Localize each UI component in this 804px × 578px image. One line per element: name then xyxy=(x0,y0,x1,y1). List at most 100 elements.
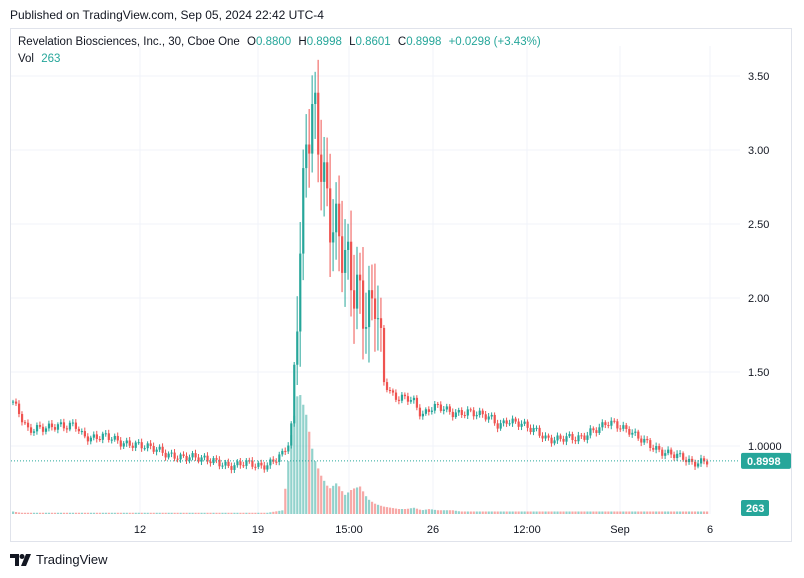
ohlc-legend: Revelation Biosciences, Inc., 30, Cboe O… xyxy=(18,36,541,48)
candle-body xyxy=(359,274,362,281)
candle-body xyxy=(110,439,113,441)
volume-bar xyxy=(344,494,347,514)
candle-body xyxy=(502,420,505,424)
candle-body xyxy=(457,410,460,413)
candle-body xyxy=(580,435,583,437)
candle-body xyxy=(206,455,209,462)
volume-bar xyxy=(640,511,643,514)
volume-bar xyxy=(161,512,164,514)
volume-bar xyxy=(475,511,478,514)
volume-bar xyxy=(502,511,505,514)
candle-body xyxy=(356,274,359,309)
volume-bar xyxy=(661,511,664,514)
candle-body xyxy=(619,428,622,430)
candle-body xyxy=(173,452,176,459)
candle-body xyxy=(412,397,416,401)
volume-bar xyxy=(176,512,179,514)
candle-body xyxy=(284,450,287,452)
volume-bar xyxy=(251,512,254,514)
candle-body xyxy=(421,413,425,417)
volume-bar xyxy=(697,511,700,514)
volume-bar xyxy=(538,511,541,514)
candle-body xyxy=(290,423,293,446)
candle-body xyxy=(433,403,436,411)
candle-body xyxy=(98,439,101,441)
volume-bar xyxy=(604,511,607,514)
volume-bar xyxy=(194,512,197,514)
candle-body xyxy=(89,437,92,442)
candle-body xyxy=(299,253,302,332)
candle-body xyxy=(50,423,54,428)
volume-value: 263 xyxy=(41,53,61,65)
candle-body xyxy=(293,364,296,424)
candle-body xyxy=(646,438,649,441)
candle-body xyxy=(86,436,89,442)
volume-bar xyxy=(679,511,682,514)
candle-body xyxy=(137,442,140,444)
candle-body xyxy=(161,446,164,453)
volume-bar xyxy=(155,512,158,514)
candle-body xyxy=(41,426,45,432)
candle-body xyxy=(113,435,116,440)
candle-body xyxy=(583,435,586,440)
candle-body xyxy=(185,455,188,461)
volume-bar xyxy=(50,512,54,514)
volume-bar xyxy=(655,511,658,514)
volume-bar xyxy=(379,505,383,514)
candle-body xyxy=(679,453,682,455)
candle-body xyxy=(170,452,173,454)
candle-body xyxy=(463,415,466,417)
volume-bar xyxy=(376,504,380,514)
candle-body xyxy=(469,409,472,411)
candles xyxy=(12,59,709,474)
candle-body xyxy=(257,462,260,467)
volume-bar xyxy=(589,511,592,514)
volume-bar xyxy=(373,503,377,514)
brand-label: TradingView xyxy=(36,552,108,567)
candle-body xyxy=(532,427,535,433)
volume-bar xyxy=(622,511,625,514)
volume-bar xyxy=(508,511,511,514)
candle-body xyxy=(38,425,42,427)
last-volume-label: 263 xyxy=(746,503,764,515)
candle-body xyxy=(248,460,251,462)
candle-body xyxy=(523,421,526,424)
candle-body xyxy=(140,442,143,449)
candle-body xyxy=(562,438,565,442)
volume-bar xyxy=(406,508,410,514)
candle-body xyxy=(385,382,389,391)
volume-bar xyxy=(290,435,293,514)
candle-body xyxy=(12,401,15,403)
candle-body xyxy=(505,420,508,424)
volume-bar xyxy=(520,511,523,514)
volume-bar xyxy=(119,512,122,514)
candle-body xyxy=(218,459,221,467)
candle-body xyxy=(236,461,239,466)
last-price-badge: 0.8998 xyxy=(741,452,791,469)
x-tick-label: 19 xyxy=(252,524,264,536)
candle-body xyxy=(125,440,128,444)
candle-body xyxy=(338,203,341,237)
volume-bar xyxy=(263,512,266,514)
volume-bar xyxy=(667,511,670,514)
candle-body xyxy=(556,435,559,441)
candle-body xyxy=(245,460,248,466)
candle-body xyxy=(209,461,212,464)
candle-body xyxy=(194,453,197,458)
candle-body xyxy=(637,431,640,439)
candle-body xyxy=(101,433,104,440)
footer-brand[interactable]: TradingView xyxy=(10,552,108,567)
candle-body xyxy=(631,432,634,435)
volume-bar xyxy=(532,511,535,514)
volume-bar xyxy=(218,512,221,514)
candle-body xyxy=(607,425,610,427)
candle-body xyxy=(266,465,269,470)
candle-body xyxy=(107,433,110,440)
candle-body xyxy=(397,399,401,401)
candle-body xyxy=(116,435,119,441)
candle-body xyxy=(628,429,631,435)
y-tick-label: 3.50 xyxy=(748,71,769,83)
volume-bar xyxy=(625,511,628,514)
volume-bar xyxy=(338,486,341,514)
